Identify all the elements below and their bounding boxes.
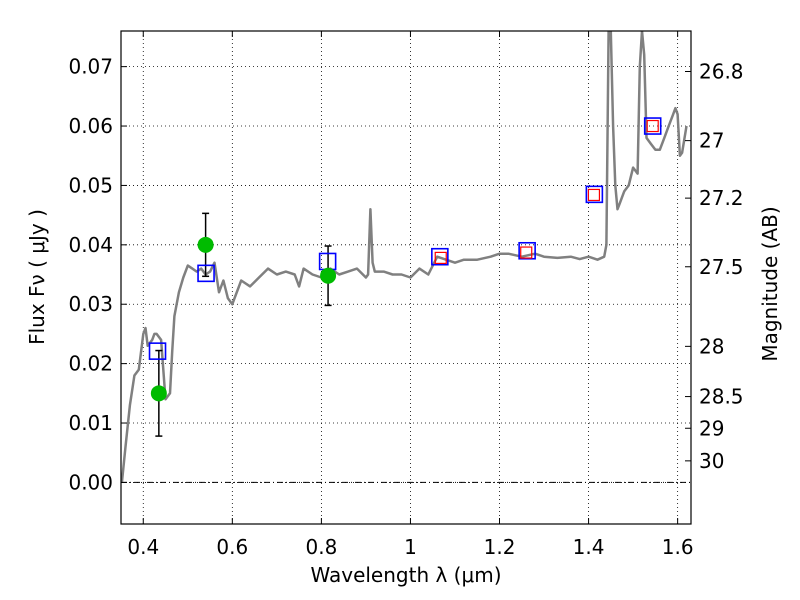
observed-photometry-dot [197,236,214,253]
model-photometry-box [148,342,167,360]
y-tick-label: 0.01 [68,411,113,435]
magnitude-tick-label: 30 [699,449,724,473]
magnitude-tick-label: 29 [699,416,724,440]
model-photometry-markers [148,117,662,360]
magnitude-tick-label: 27 [699,129,724,153]
nir-band-markers [434,119,659,264]
model-photometry-box [431,247,449,266]
y-tick-label: 0.07 [68,55,113,79]
magnitude-axis-label: Magnitude (AB) [758,206,782,361]
observed-photometry-dot [320,267,337,284]
magnitude-tick-label: 26.8 [699,59,744,83]
x-tick-label: 1.4 [573,535,605,559]
x-axis-label: Wavelength λ (μm) [310,563,501,587]
x-tick-label: 1 [404,535,417,559]
y-tick-label: 0.03 [68,292,113,316]
grid [121,31,691,524]
magnitude-tick-label: 27.2 [699,186,744,210]
y-tick-label: 0.06 [68,114,113,138]
x-axis-ticks: 0.4 0.6 0.8 1 1.2 1.4 1.6 [127,31,694,559]
y-tick-label: 0.04 [68,233,113,257]
plot-area [121,31,691,524]
y-tick-label: 0.02 [68,352,113,376]
y-axis-label: Flux Fν ( μJy ) [25,209,49,345]
y-tick-label: 0.00 [68,470,113,494]
model-photometry-box [518,241,536,260]
y-tick-label: 0.05 [68,173,113,197]
y-axis-ticks: 0.00 0.01 0.02 0.03 0.04 0.05 0.06 0.07 [68,55,127,494]
observed-photometry-dot [150,385,167,402]
model-photometry-box [197,264,215,283]
nir-band-box [520,246,533,259]
x-tick-label: 0.8 [305,535,337,559]
x-tick-label: 1.6 [662,535,694,559]
nir-band-box [646,119,659,133]
nir-band-box [434,251,447,264]
x-tick-label: 1.2 [484,535,516,559]
x-tick-label: 0.4 [127,535,159,559]
model-photometry-box [585,185,604,204]
sed-line [121,31,688,483]
magnitude-tick-label: 28 [699,334,724,358]
magnitude-tick-label: 28.5 [699,385,744,409]
model-photometry-box [643,117,662,135]
nir-band-box [587,188,601,202]
observed-photometry-markers [150,236,337,402]
plot-frame [120,30,692,525]
x-tick-label: 0.6 [216,535,248,559]
magnitude-tick-label: 27.5 [699,255,744,279]
magnitude-axis-ticks: 26.8 27 27.2 27.5 28 28.5 29 30 [685,59,744,473]
